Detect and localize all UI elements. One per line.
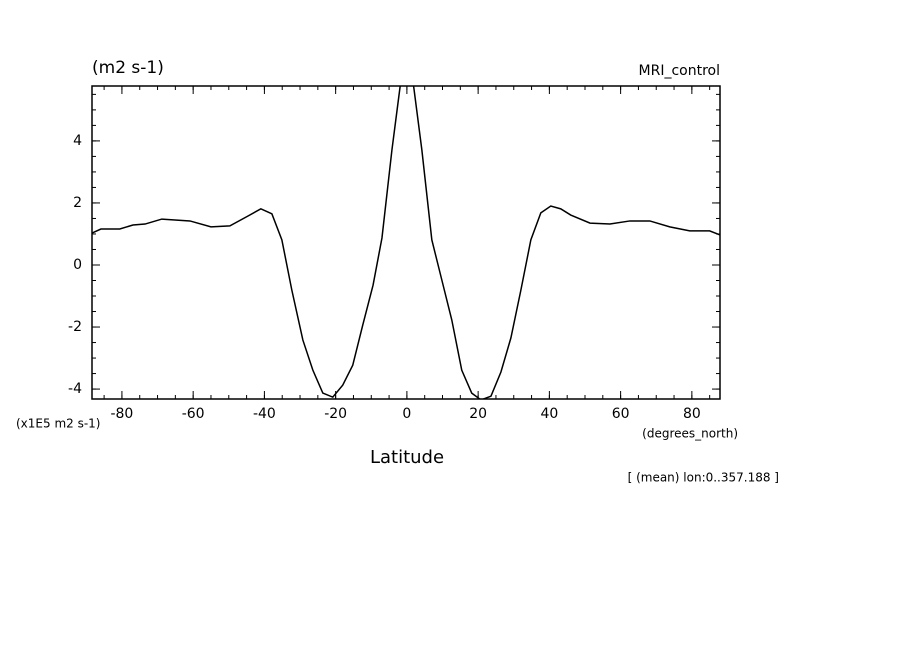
y-tick-label: -4 bbox=[68, 381, 82, 397]
x-tick-label: -40 bbox=[253, 406, 276, 422]
plot-frame bbox=[91, 85, 721, 400]
y-tick-label: 2 bbox=[73, 195, 82, 211]
y-tick-label: 4 bbox=[73, 133, 82, 149]
x-tick-label: 60 bbox=[612, 406, 630, 422]
x-tick-label: 0 bbox=[402, 406, 411, 422]
x-unit-label: (degrees_north) bbox=[642, 427, 738, 441]
y-unit-label: (x1E5 m2 s-1) bbox=[16, 417, 101, 431]
y-tick-label: 0 bbox=[73, 257, 82, 273]
x-tick-label: -20 bbox=[324, 406, 347, 422]
x-axis-title: Latitude bbox=[370, 447, 444, 468]
chart-subtitle: MRI_control bbox=[639, 63, 720, 79]
chart-title: (m2 s-1) bbox=[92, 58, 164, 78]
x-tick-label: 40 bbox=[540, 406, 558, 422]
data-line bbox=[92, 86, 720, 399]
y-tick-label: -2 bbox=[68, 319, 82, 335]
x-tick-label: -60 bbox=[182, 406, 205, 422]
x-tick-label: 80 bbox=[683, 406, 701, 422]
x-tick-label: 20 bbox=[469, 406, 487, 422]
x-tick-label: -80 bbox=[110, 406, 133, 422]
annotation: [ (mean) lon:0..357.188 ] bbox=[628, 471, 779, 485]
